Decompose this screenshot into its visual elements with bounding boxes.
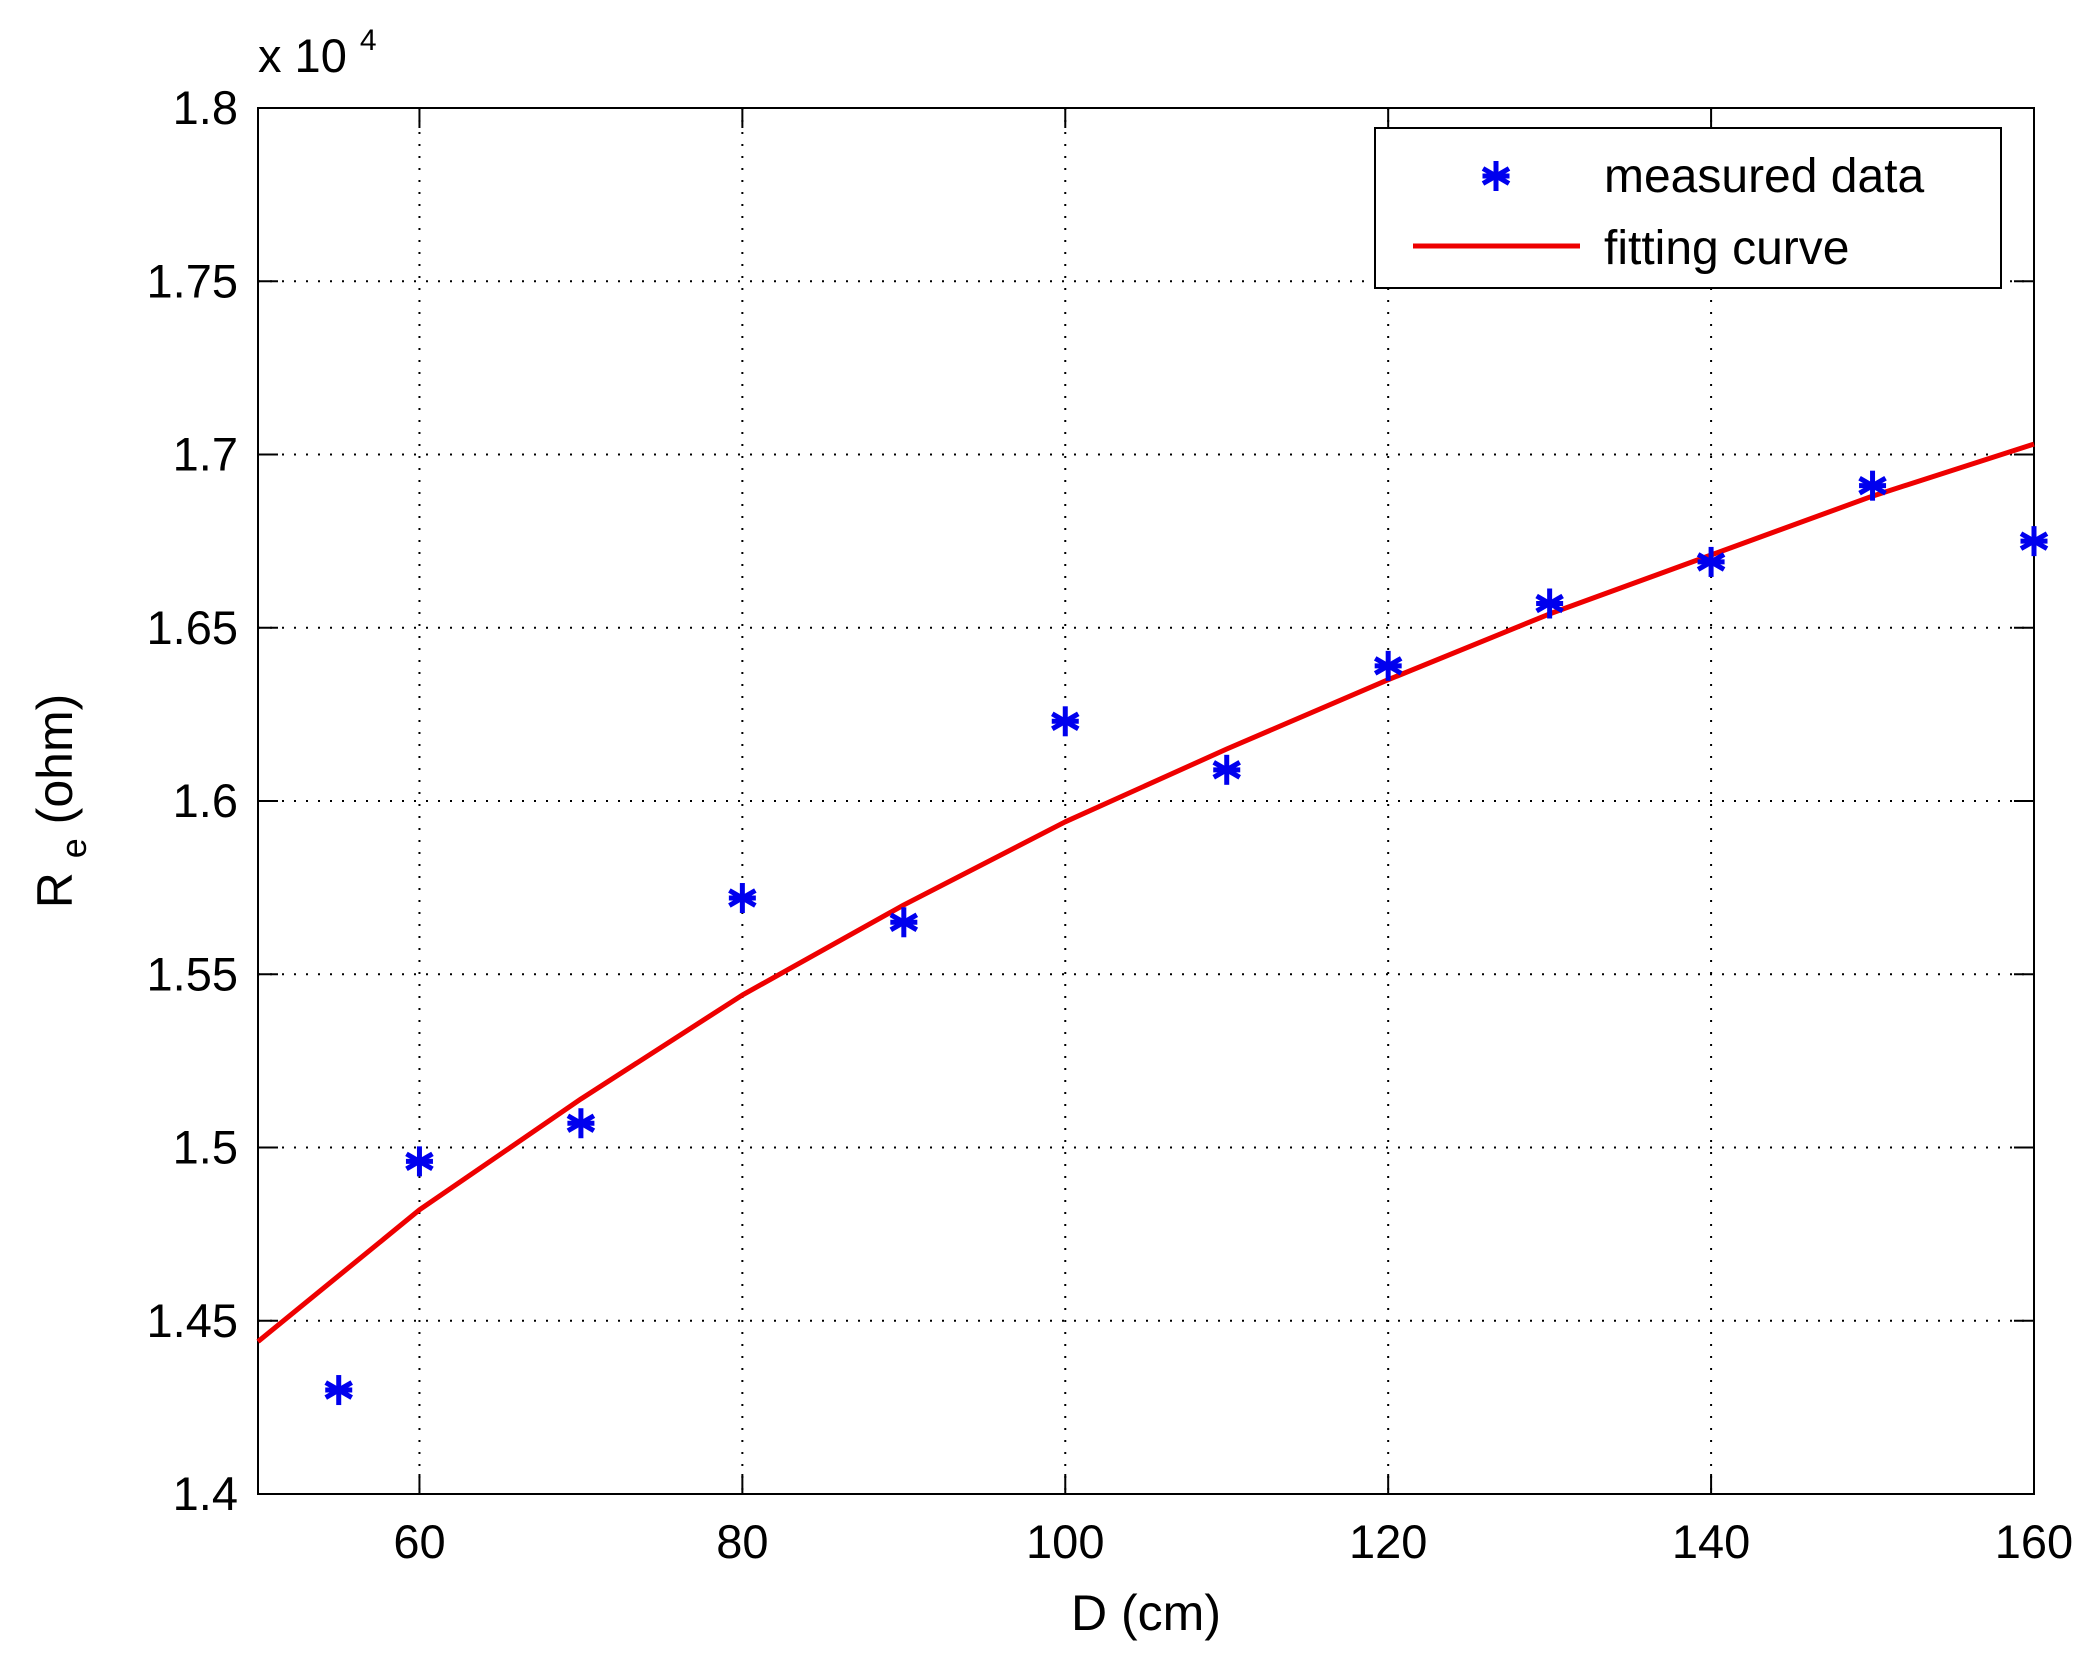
measured-data-point xyxy=(1535,588,1564,619)
x-tick-label: 160 xyxy=(1995,1515,2073,1568)
measured-data-point xyxy=(1212,754,1241,785)
y-axis-label-main: R xyxy=(27,872,83,908)
series xyxy=(256,441,2049,1406)
y-multiplier-base: x 10 xyxy=(258,29,347,82)
measured-data-point xyxy=(566,1108,596,1139)
y-tick-label: 1.45 xyxy=(147,1294,238,1347)
legend-label-measured-data: measured data xyxy=(1604,150,1925,203)
y-tick-label: 1.7 xyxy=(173,428,238,481)
tick-labels: 60 80 100 120 140 160 1.4 1.45 1.5 1.55 1.6 1.65 1.7… xyxy=(147,81,2074,1568)
measured-data-point xyxy=(1858,470,1887,501)
measured-data-point xyxy=(889,907,919,938)
y-tick-label: 1.55 xyxy=(147,947,238,1000)
y-multiplier-exponent: 4 xyxy=(360,24,377,57)
y-tick-label: 1.75 xyxy=(147,254,238,307)
axes xyxy=(257,107,2035,1495)
measured-data-point xyxy=(1696,546,1726,577)
legend-marker-asterisk-icon xyxy=(1481,161,1511,191)
y-axis-label: R e (ohm) xyxy=(27,694,97,909)
x-axis-label: D (cm) xyxy=(1071,1585,1221,1641)
measured-data-point xyxy=(1051,706,1080,737)
x-tick-label: 80 xyxy=(716,1515,768,1568)
x-tick-label: 120 xyxy=(1349,1515,1427,1568)
y-tick-label: 1.4 xyxy=(173,1467,238,1520)
measured-data-point xyxy=(728,883,757,914)
fitting-curve-line xyxy=(256,441,2035,1344)
y-axis-label-rest: (ohm) xyxy=(27,694,83,825)
y-tick-label: 1.65 xyxy=(147,601,238,654)
legend-label-fitting-curve: fitting curve xyxy=(1604,222,1849,275)
y-axis-label-sub: e xyxy=(53,838,94,858)
y-multiplier: x 10 4 xyxy=(258,24,377,82)
x-tick-label: 100 xyxy=(1026,1515,1104,1568)
measured-data-point xyxy=(324,1375,353,1406)
y-tick-label: 1.8 xyxy=(173,81,238,134)
legend: measured data fitting curve xyxy=(1374,127,2002,289)
legend-asterisk-icon xyxy=(1481,161,1511,191)
y-tick-label: 1.5 xyxy=(173,1121,238,1174)
legend-box xyxy=(1374,127,2002,289)
y-tick-label: 1.6 xyxy=(173,774,238,827)
x-tick-label: 140 xyxy=(1672,1515,1750,1568)
measured-data-point xyxy=(405,1146,434,1177)
x-tick-label: 60 xyxy=(393,1515,445,1568)
measured-data-point xyxy=(2019,526,2049,557)
measured-data-point xyxy=(1373,650,1403,681)
